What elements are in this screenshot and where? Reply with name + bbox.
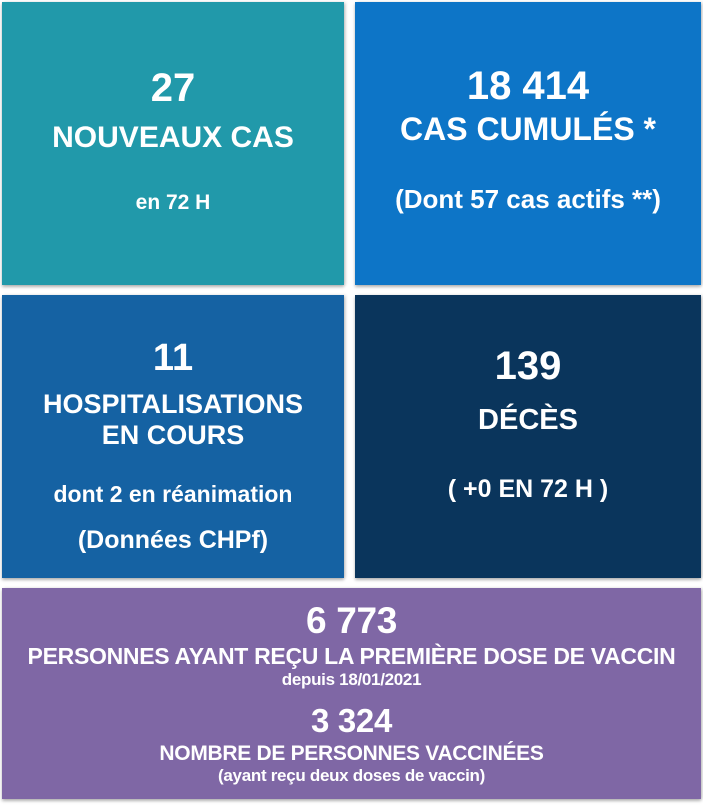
cumulative-cases-value: 18 414 [466, 64, 590, 108]
new-cases-value: 27 [150, 66, 196, 110]
first-dose-label: PERSONNES AYANT REÇU LA PREMIÈRE DOSE DE… [27, 643, 676, 669]
hospitalizations-label-line1: HOSPITALISATIONS [42, 389, 303, 419]
tile-deaths: 139 DÉCÈS ( +0 EN 72 H ) [355, 295, 701, 578]
fully-vaccinated-value: 3 324 [310, 702, 393, 739]
hospitalizations-sublabel-icu: dont 2 en réanimation [53, 481, 293, 507]
cumulative-cases-sublabel: (Dont 57 cas actifs **) [395, 184, 661, 214]
fully-vaccinated-sublabel: (ayant reçu deux doses de vaccin) [218, 766, 485, 785]
hospitalizations-sublabel-source: (Données CHPf) [77, 526, 269, 554]
hospitalizations-value: 11 [152, 337, 194, 379]
new-cases-sublabel: en 72 H [135, 191, 211, 214]
deaths-sublabel: ( +0 EN 72 H ) [447, 475, 609, 503]
hospitalizations-label: HOSPITALISATIONS EN COURS [2, 389, 344, 451]
tile-vaccination: 6 773 PERSONNES AYANT REÇU LA PREMIÈRE D… [2, 588, 701, 799]
tile-hospitalizations: 11 HOSPITALISATIONS EN COURS dont 2 en r… [2, 295, 344, 578]
deaths-value: 139 [494, 344, 562, 388]
tile-cumulative-cases: 18 414 CAS CUMULÉS * (Dont 57 cas actifs… [355, 2, 701, 285]
cumulative-cases-label: CAS CUMULÉS * [399, 111, 656, 147]
tile-new-cases: 27 NOUVEAUX CAS en 72 H [2, 2, 344, 285]
first-dose-value: 6 773 [305, 600, 398, 641]
deaths-label: DÉCÈS [478, 404, 578, 436]
hospitalizations-label-line2: EN COURS [101, 420, 245, 450]
new-cases-label: NOUVEAUX CAS [52, 121, 294, 154]
fully-vaccinated-label: NOMBRE DE PERSONNES VACCINÉES [159, 742, 544, 765]
first-dose-sublabel: depuis 18/01/2021 [281, 670, 422, 689]
